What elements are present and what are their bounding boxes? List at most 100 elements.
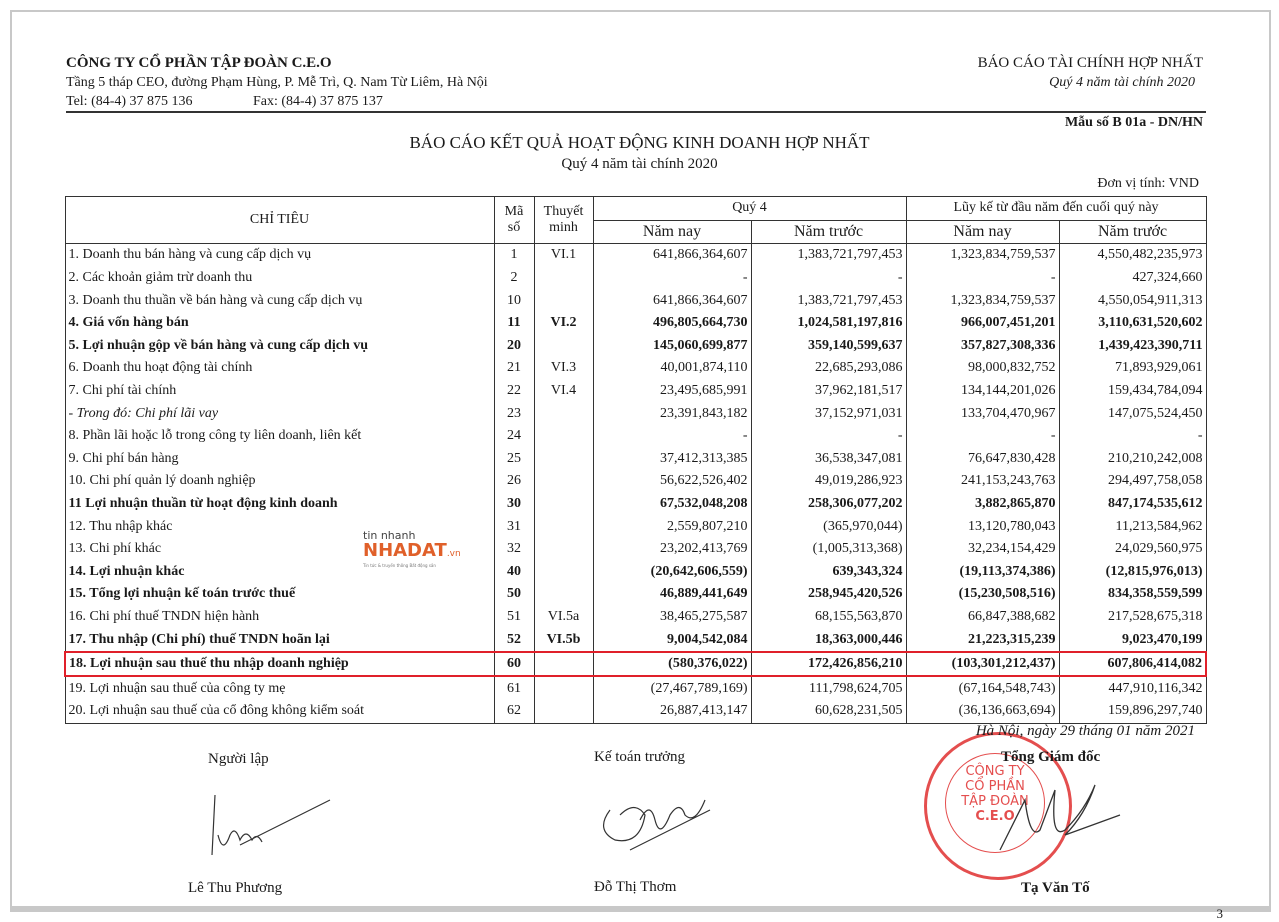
director-signature xyxy=(999,784,1121,851)
watermark-tagline: Tin tức & truyền thông Bất động sản xyxy=(363,563,436,568)
ytd-this-year-value: 966,007,451,201 xyxy=(905,311,1060,335)
ytd-last-year-value: 294,497,758,058 xyxy=(1058,470,1207,493)
row-note xyxy=(533,447,594,471)
watermark-top: tin nhanh xyxy=(363,529,416,542)
row-label: 15. Tổng lợi nhuận kế toán trước thuế xyxy=(64,583,495,606)
ytd-this-year-value: 357,827,308,336 xyxy=(905,334,1060,358)
row-code: 40 xyxy=(493,560,535,584)
preparer-signature xyxy=(211,794,331,856)
row-note xyxy=(533,650,594,678)
signing-date: Hà Nội, ngày 29 tháng 01 năm 2021 xyxy=(975,723,1195,739)
row-label: - Trong đó: Chi phí lãi vay xyxy=(64,402,495,425)
table-row: 1. Doanh thu bán hàng và cung cấp dịch v… xyxy=(64,243,1207,267)
q4-this-year-value: 46,889,441,649 xyxy=(592,583,752,606)
row-label: 16. Chi phí thuế TNDN hiện hành xyxy=(64,605,495,629)
row-note xyxy=(533,676,594,701)
row-label: 18. Lợi nhuận sau thuế thu nhập doanh ng… xyxy=(64,650,495,678)
q4-last-year-value: 1,024,581,197,816 xyxy=(750,311,907,335)
row-label: 19. Lợi nhuận sau thuế của công ty mẹ xyxy=(64,676,495,701)
header-q4: Quý 4 xyxy=(592,196,907,221)
row-label: 6. Doanh thu hoạt động tài chính xyxy=(64,357,495,380)
ytd-this-year-value: 98,000,832,752 xyxy=(905,357,1060,380)
header-code: Mã số xyxy=(493,195,535,245)
q4-last-year-value: 1,383,721,797,453 xyxy=(750,289,907,312)
row-note xyxy=(533,492,594,516)
ytd-this-year-value: (67,164,548,743) xyxy=(905,676,1060,701)
q4-last-year-value: 172,426,856,210 xyxy=(750,650,907,678)
q4-last-year-value: 60,628,231,505 xyxy=(750,700,907,724)
row-code: 11 xyxy=(493,311,535,335)
table-row: 8. Phần lãi hoặc lỗ trong công ty liên d… xyxy=(64,424,1207,448)
q4-this-year-value: 26,887,413,147 xyxy=(592,700,752,724)
company-fax: Fax: (84-4) 37 875 137 xyxy=(253,94,383,109)
ytd-last-year-value: (12,815,976,013) xyxy=(1058,560,1207,584)
report-type: BÁO CÁO TÀI CHÍNH HỢP NHẤT xyxy=(977,55,1203,71)
ytd-last-year-value: 447,910,116,342 xyxy=(1058,676,1207,701)
preparer-name: Lê Thu Phương xyxy=(188,880,283,896)
ytd-this-year-value: (103,301,212,437) xyxy=(905,650,1060,678)
q4-last-year-value: 111,798,624,705 xyxy=(750,676,907,701)
report-period: Quý 4 năm tài chính 2020 xyxy=(1049,75,1195,90)
ytd-this-year-value: 1,323,834,759,537 xyxy=(905,289,1060,312)
company-seal-stamp: CÔNG TY CỔ PHẦN TẬP ĐOÀN C.E.O xyxy=(924,732,1072,880)
q4-this-year-value: 9,004,542,084 xyxy=(592,628,752,652)
ytd-last-year-value: 11,213,584,962 xyxy=(1058,515,1207,538)
table-row: 15. Tổng lợi nhuận kế toán trước thuế 50 4… xyxy=(64,583,1207,606)
table-row: 17. Thu nhập (Chi phí) thuế TNDN hoãn lạ… xyxy=(64,628,1207,652)
q4-last-year-value: (1,005,313,368) xyxy=(750,537,907,561)
q4-this-year-value: 23,391,843,182 xyxy=(592,402,752,425)
ytd-last-year-value: 9,023,470,199 xyxy=(1058,628,1207,652)
q4-this-year-value: (580,376,022) xyxy=(592,650,752,678)
row-code: 52 xyxy=(493,628,535,652)
row-label: 8. Phần lãi hoặc lỗ trong công ty liên d… xyxy=(64,424,495,448)
row-label: 7. Chi phí tài chính xyxy=(64,379,495,403)
header-q4-this-year: Năm nay xyxy=(592,219,752,245)
ytd-last-year-value: 607,806,414,082 xyxy=(1058,650,1207,678)
row-code: 30 xyxy=(493,492,535,516)
row-label: 10. Chi phí quản lý doanh nghiệp xyxy=(64,470,495,493)
row-label: 12. Thu nhập khác xyxy=(64,515,495,538)
ytd-this-year-value: (15,230,508,516) xyxy=(905,583,1060,606)
header-q4-last-year: Năm trước xyxy=(750,219,907,245)
document-subtitle: Quý 4 năm tài chính 2020 xyxy=(561,156,718,172)
ytd-last-year-value: 4,550,482,235,973 xyxy=(1058,243,1207,267)
ytd-last-year-value: - xyxy=(1058,424,1207,448)
row-code: 1 xyxy=(493,243,535,267)
ytd-last-year-value: 3,110,631,520,602 xyxy=(1058,311,1207,335)
ytd-last-year-value: 847,174,535,612 xyxy=(1058,492,1207,516)
ytd-this-year-value: 66,847,388,682 xyxy=(905,605,1060,629)
row-label: 4. Giá vốn hàng bán xyxy=(64,311,495,335)
row-note: VI.2 xyxy=(533,311,594,335)
q4-this-year-value: 56,622,526,402 xyxy=(592,470,752,493)
ytd-this-year-value: 32,234,154,429 xyxy=(905,537,1060,561)
document-title: BÁO CÁO KẾT QUẢ HOẠT ĐỘNG KINH DOANH HỢP… xyxy=(409,133,870,152)
table-row: 12. Thu nhập khác 31 2,559,807,210 (365,970… xyxy=(64,515,1207,538)
row-note: VI.5b xyxy=(533,628,594,652)
row-label: 2. Các khoản giảm trừ doanh thu xyxy=(64,266,495,290)
row-code: 23 xyxy=(493,402,535,425)
row-label: 13. Chi phí khác xyxy=(64,537,495,561)
ytd-last-year-value: 1,439,423,390,711 xyxy=(1058,334,1207,358)
table-row: 3. Doanh thu thuần về bán hàng và cung c… xyxy=(64,289,1207,312)
header-item: CHỈ TIÊU xyxy=(64,195,495,245)
row-code: 10 xyxy=(493,289,535,312)
q4-this-year-value: 2,559,807,210 xyxy=(592,515,752,538)
income-statement-table: CHỈ TIÊU Mã số Thuyết minh Quý 4 Lũy kế … xyxy=(64,195,1207,724)
q4-last-year-value: 258,945,420,526 xyxy=(750,583,907,606)
watermark-tld: .vn xyxy=(446,549,461,559)
row-note xyxy=(533,537,594,561)
q4-last-year-value: 68,155,563,870 xyxy=(750,605,907,629)
row-code: 50 xyxy=(493,583,535,606)
q4-last-year-value: 37,152,971,031 xyxy=(750,402,907,425)
director-role: Tổng Giám đốc xyxy=(1001,749,1101,765)
ytd-this-year-value: 134,144,201,026 xyxy=(905,379,1060,403)
table-row: 13. Chi phí khác 32 23,202,413,769 (1,005,3… xyxy=(64,537,1207,561)
header-ytd-last-year: Năm trước xyxy=(1058,219,1207,245)
q4-this-year-value: (27,467,789,169) xyxy=(592,676,752,701)
ytd-last-year-value: 24,029,560,975 xyxy=(1058,537,1207,561)
row-code: 25 xyxy=(493,447,535,471)
header-ytd: Lũy kế từ đầu năm đến cuối quý này xyxy=(905,196,1207,221)
header-ytd-this-year: Năm nay xyxy=(905,219,1060,245)
ytd-this-year-value: 1,323,834,759,537 xyxy=(905,243,1060,267)
director-name: Tạ Văn Tố xyxy=(1021,880,1090,896)
